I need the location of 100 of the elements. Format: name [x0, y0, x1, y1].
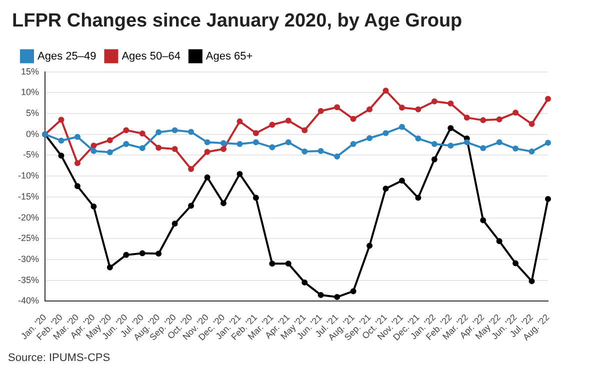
- point: [172, 220, 178, 227]
- point: [269, 260, 276, 267]
- point: [545, 140, 551, 146]
- point: [204, 139, 210, 146]
- point: [220, 146, 226, 152]
- point: [464, 114, 470, 121]
- legend-label: Ages 50–64: [122, 50, 180, 62]
- point: [285, 260, 292, 267]
- y-tick-label: -20%: [18, 212, 40, 222]
- point: [415, 194, 422, 201]
- point: [512, 146, 519, 152]
- point: [366, 135, 373, 142]
- point: [350, 288, 356, 294]
- point: [528, 148, 535, 154]
- point: [252, 194, 259, 201]
- point: [106, 137, 113, 144]
- point: [188, 128, 194, 135]
- point: [204, 174, 210, 180]
- point: [512, 260, 519, 266]
- point: [139, 130, 146, 137]
- point: [236, 170, 243, 177]
- point: [252, 139, 259, 146]
- legend-label: Ages 25–49: [38, 50, 96, 62]
- point: [382, 186, 389, 192]
- y-tick-label: 10%: [20, 87, 40, 98]
- point: [156, 144, 162, 151]
- chart-title: LFPR Changes since January 2020, by Age Group: [12, 10, 462, 32]
- point: [448, 100, 454, 106]
- point: [139, 145, 146, 152]
- point: [74, 160, 80, 166]
- point: [236, 118, 243, 124]
- point: [366, 106, 373, 112]
- point: [252, 130, 259, 136]
- point: [58, 116, 64, 123]
- point: [480, 117, 486, 124]
- point: [448, 125, 454, 132]
- y-tick-label: 15%: [20, 66, 40, 76]
- point: [302, 148, 308, 154]
- point: [480, 145, 486, 152]
- point: [334, 153, 340, 160]
- y-tick-label: -35%: [18, 274, 40, 285]
- point: [382, 88, 389, 94]
- y-tick-label: -40%: [18, 296, 40, 306]
- point: [431, 98, 438, 104]
- y-tick-label: -30%: [18, 254, 40, 264]
- point: [123, 127, 130, 134]
- point: [74, 134, 80, 140]
- point: [545, 96, 551, 102]
- point: [318, 292, 324, 298]
- y-tick-label: -25%: [18, 233, 40, 244]
- point: [269, 122, 276, 128]
- point: [496, 116, 502, 122]
- point: [285, 118, 292, 124]
- point: [188, 202, 194, 209]
- point: [156, 129, 162, 136]
- point: [480, 217, 486, 224]
- point: [398, 178, 405, 184]
- point: [398, 124, 405, 130]
- y-tick-label: 5%: [26, 108, 40, 118]
- point: [58, 152, 64, 159]
- point: [106, 264, 113, 270]
- point: [106, 149, 113, 156]
- y-tick-label: -15%: [18, 191, 40, 202]
- point: [464, 139, 470, 146]
- point: [398, 104, 405, 111]
- legend-label: Ages 65+: [206, 50, 253, 62]
- point: [236, 140, 243, 147]
- point: [382, 130, 389, 136]
- point: [269, 144, 276, 150]
- point: [220, 200, 226, 206]
- point: [58, 138, 64, 144]
- point: [302, 279, 308, 286]
- point: [366, 242, 373, 249]
- point: [123, 252, 130, 258]
- point: [90, 142, 97, 149]
- point: [334, 294, 340, 300]
- point: [496, 139, 502, 146]
- point: [90, 148, 97, 154]
- y-tick-label: -5%: [22, 150, 40, 160]
- point: [528, 120, 535, 127]
- point: [318, 108, 324, 114]
- point: [415, 136, 422, 142]
- point: [139, 250, 146, 256]
- point: [90, 204, 97, 210]
- point: [448, 142, 454, 149]
- point: [285, 139, 292, 146]
- point: [431, 156, 438, 162]
- point: [302, 127, 308, 134]
- point: [123, 140, 130, 147]
- point: [334, 104, 340, 110]
- source-note: Source: IPUMS-CPS: [8, 352, 112, 364]
- point: [545, 196, 551, 202]
- point: [496, 238, 502, 244]
- point: [220, 140, 226, 146]
- point: [431, 140, 438, 147]
- point: [350, 116, 356, 122]
- point: [188, 166, 194, 172]
- y-tick-label: 0%: [26, 128, 40, 139]
- y-tick-label: -10%: [18, 170, 40, 181]
- point: [318, 148, 324, 154]
